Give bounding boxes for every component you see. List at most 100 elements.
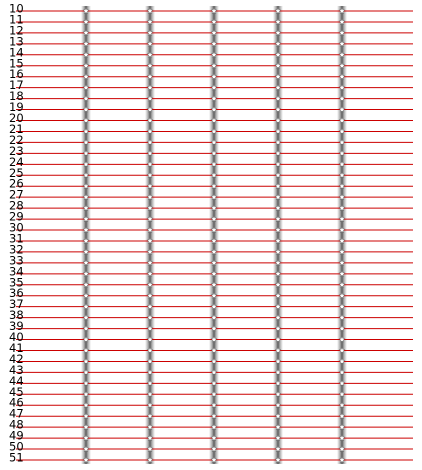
star-icon xyxy=(210,313,218,321)
star-icon xyxy=(210,434,218,442)
row-label-25: 25 xyxy=(9,166,24,180)
star-icon xyxy=(146,335,154,343)
pillar-1 xyxy=(81,6,91,464)
row-label-23: 23 xyxy=(9,144,24,158)
row-label-51: 51 xyxy=(9,451,24,465)
star-icon xyxy=(82,401,90,409)
star-icon xyxy=(210,335,218,343)
star-icon xyxy=(338,182,346,190)
row-label-15: 15 xyxy=(9,56,24,70)
star-icon xyxy=(338,237,346,244)
star-icon xyxy=(146,423,154,431)
star-icon xyxy=(274,29,282,36)
star-icon xyxy=(210,423,218,431)
star-icon xyxy=(338,401,346,409)
star-icon xyxy=(210,105,218,113)
star-icon xyxy=(210,116,218,124)
star-icon xyxy=(338,379,346,387)
star-icon xyxy=(82,215,90,223)
star-icon xyxy=(146,127,154,135)
row-label-43: 43 xyxy=(9,363,24,377)
star-icon xyxy=(210,379,218,387)
star-icon xyxy=(146,390,154,398)
star-icon xyxy=(146,62,154,69)
star-icon xyxy=(274,149,282,157)
star-icon xyxy=(210,226,218,234)
star-icon xyxy=(274,313,282,321)
row-label-16: 16 xyxy=(9,67,24,81)
star-icon xyxy=(146,182,154,190)
row-label-27: 27 xyxy=(9,188,24,202)
star-icon xyxy=(82,291,90,299)
row-label-47: 47 xyxy=(9,407,24,421)
row-label-42: 42 xyxy=(9,352,24,366)
star-icon xyxy=(82,94,90,102)
star-icon xyxy=(146,291,154,299)
star-icon xyxy=(274,324,282,332)
star-icon xyxy=(338,412,346,420)
star-icon xyxy=(338,116,346,124)
star-icon xyxy=(274,291,282,299)
star-icon xyxy=(210,248,218,255)
row-label-37: 37 xyxy=(9,297,24,311)
star-icon xyxy=(82,368,90,376)
star-icon xyxy=(210,83,218,91)
star-icon xyxy=(210,445,218,453)
star-icon xyxy=(338,368,346,376)
star-icon xyxy=(338,171,346,179)
star-icon xyxy=(274,215,282,223)
star-icon xyxy=(146,29,154,36)
star-icon xyxy=(146,72,154,80)
star-icon xyxy=(210,18,218,25)
star-icon xyxy=(210,149,218,157)
star-icon xyxy=(274,390,282,398)
star-icon xyxy=(274,171,282,179)
star-icon xyxy=(146,105,154,113)
star-icon xyxy=(338,83,346,91)
star-icon xyxy=(210,29,218,36)
star-icon xyxy=(210,51,218,58)
star-icon xyxy=(338,346,346,354)
star-icon xyxy=(210,401,218,409)
star-icon xyxy=(146,445,154,453)
star-icon xyxy=(146,368,154,376)
star-icon xyxy=(146,401,154,409)
star-icon xyxy=(274,204,282,212)
row-label-14: 14 xyxy=(9,45,24,59)
star-icon xyxy=(338,29,346,36)
star-icon xyxy=(210,204,218,212)
star-icon xyxy=(210,456,218,464)
star-icon xyxy=(82,18,90,25)
row-label-38: 38 xyxy=(9,308,24,322)
star-icon xyxy=(338,357,346,365)
star-icon xyxy=(82,390,90,398)
star-icon xyxy=(274,401,282,409)
star-icon xyxy=(146,346,154,354)
star-icon xyxy=(82,412,90,420)
star-icon xyxy=(146,412,154,420)
star-icon xyxy=(210,357,218,365)
star-icon xyxy=(146,94,154,102)
star-icon xyxy=(82,138,90,146)
star-icon xyxy=(82,226,90,234)
star-icon xyxy=(82,171,90,179)
star-icon xyxy=(82,62,90,69)
star-icon xyxy=(338,445,346,453)
star-icon xyxy=(146,116,154,124)
star-icon xyxy=(146,51,154,58)
star-icon xyxy=(146,7,154,15)
star-icon xyxy=(82,423,90,431)
star-icon xyxy=(274,259,282,266)
row-label-46: 46 xyxy=(9,396,24,410)
star-icon xyxy=(274,379,282,387)
star-icon xyxy=(146,215,154,223)
star-icon xyxy=(338,62,346,69)
star-icon xyxy=(82,83,90,91)
star-icon xyxy=(338,138,346,146)
markers-layer xyxy=(82,7,346,464)
star-icon xyxy=(82,182,90,190)
star-icon xyxy=(82,270,90,277)
star-icon xyxy=(274,237,282,244)
star-icon xyxy=(274,456,282,464)
